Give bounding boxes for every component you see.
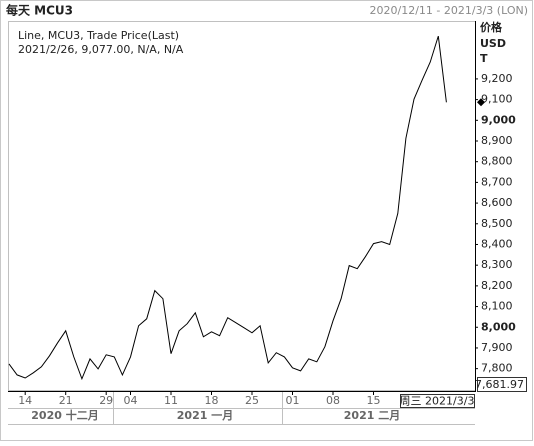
y-tick-label: 8,400 [481, 237, 513, 250]
crosshair-date: 周三 2021/3/3 [400, 395, 475, 408]
crosshair-value: 7,681.97 [475, 378, 524, 391]
crosshair-date-box [400, 394, 475, 408]
x-tick-label: 29 [99, 394, 113, 407]
x-tick-label: 08 [326, 394, 340, 407]
x-tick-label: 04 [124, 394, 138, 407]
month-label: 2020 十二月 [31, 408, 98, 422]
chart-title: 每天 MCU3 [6, 3, 73, 18]
x-tick-label: 01 [286, 394, 300, 407]
x-tick-label: 14 [18, 394, 32, 407]
y-tick-label: 8,600 [481, 196, 513, 209]
y-tick-label: 9,000 [481, 113, 516, 126]
x-tick-label: 21 [59, 394, 73, 407]
x-tick-label: 11 [164, 394, 178, 407]
y-tick-label: 8,200 [481, 279, 513, 292]
y-label: 价格 [480, 20, 503, 34]
y-tick-label: 8,800 [481, 155, 513, 168]
legend-value: 2021/2/26, 9,077.00, N/A, N/A [18, 43, 184, 56]
y-tick-label: 8,900 [481, 134, 513, 147]
y-tick-label: 7,800 [481, 362, 513, 375]
y-tick-label: 7,900 [481, 341, 513, 354]
y-tick-label: 9,200 [481, 72, 513, 85]
x-tick-label: 15 [367, 394, 381, 407]
last-value-marker [477, 98, 485, 107]
y-tick-label: 8,700 [481, 175, 513, 188]
x-tick-label: 18 [205, 394, 219, 407]
y-tick-label: 8,000 [481, 320, 516, 333]
y-tick-label: 8,100 [481, 300, 513, 313]
y-label: T [480, 52, 488, 65]
month-label: 2021 一月 [177, 409, 233, 422]
y-tick-label: 8,300 [481, 258, 513, 271]
price-line [8, 35, 447, 381]
x-tick-label: 25 [245, 394, 259, 407]
plot-area [8, 21, 476, 391]
y-tick-label: 9,100 [481, 93, 513, 106]
legend-line: Line, MCU3, Trade Price(Last) [18, 29, 179, 42]
crosshair-value-box [477, 377, 527, 392]
month-label: 2021 二月 [344, 409, 400, 422]
date-range: 2020/12/11 - 2021/3/3 (LON) [370, 4, 528, 17]
y-tick-label: 8,500 [481, 217, 513, 230]
y-label: USD [480, 37, 506, 50]
